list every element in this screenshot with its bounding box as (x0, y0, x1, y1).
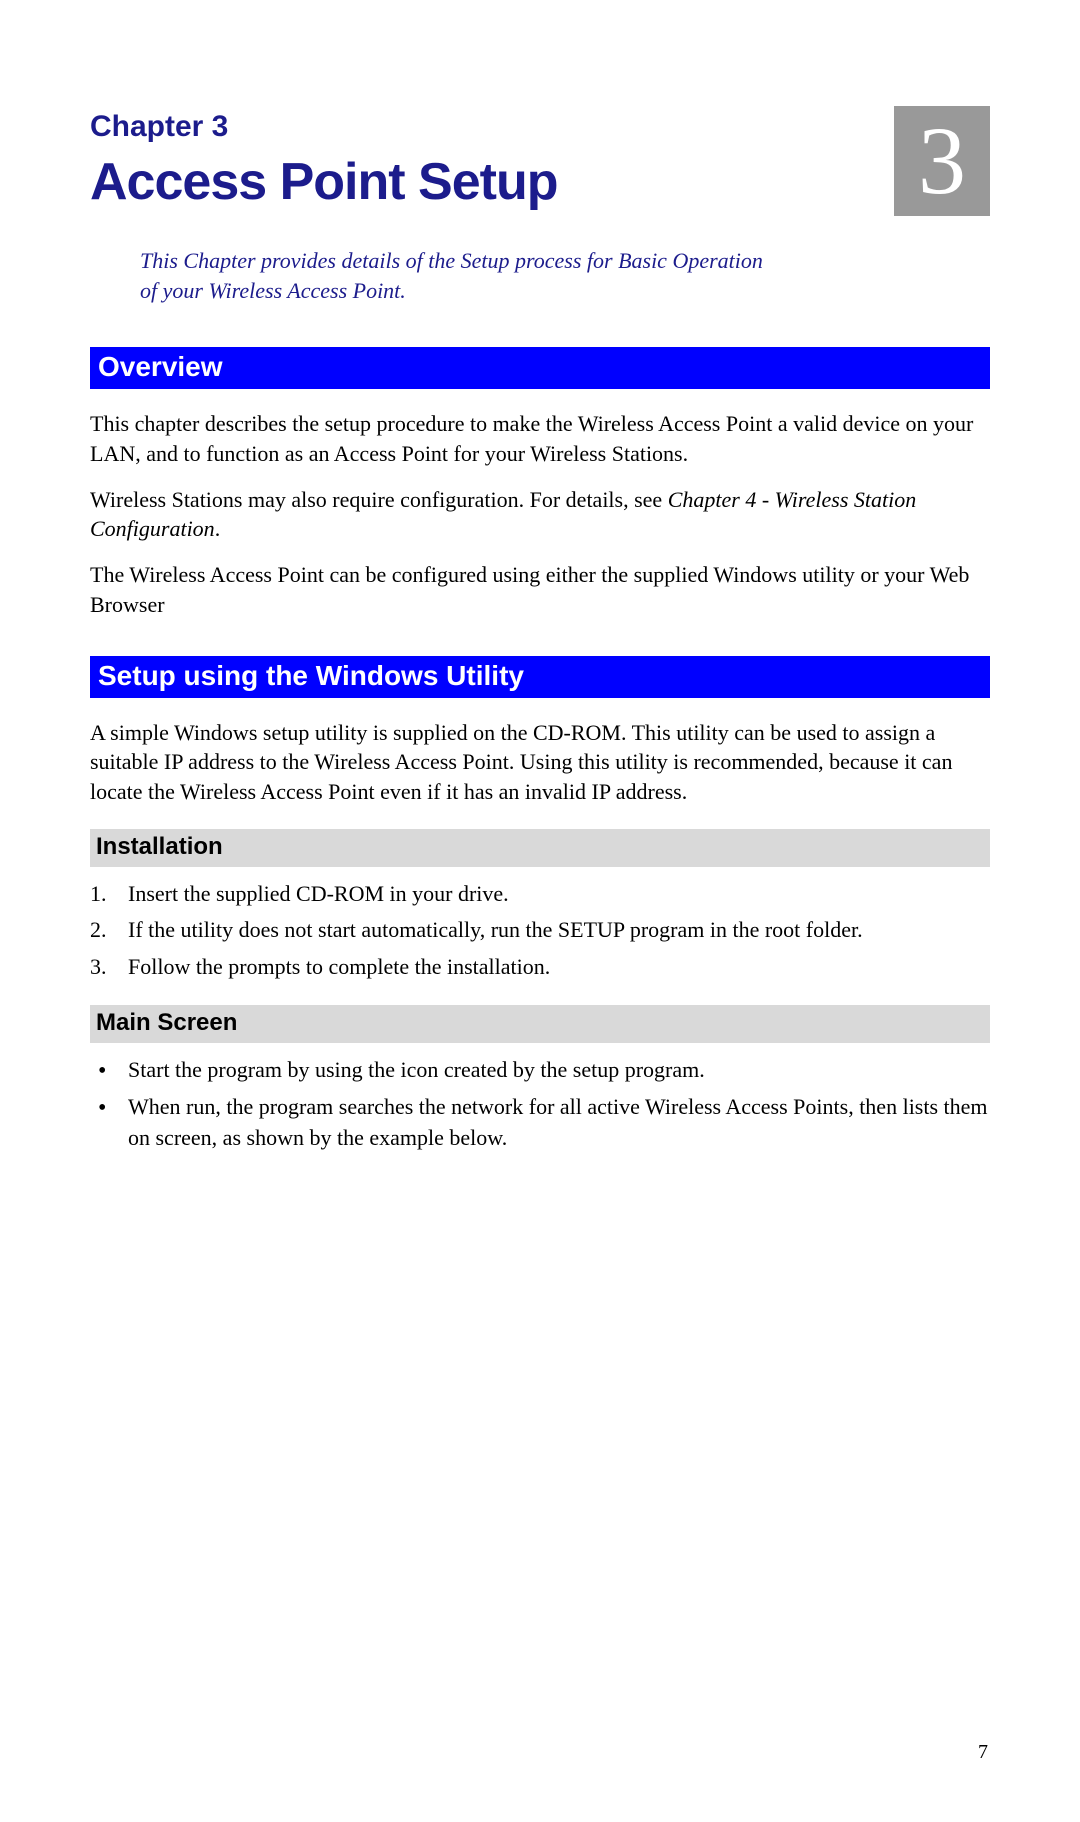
chapter-header-text: Chapter 3 Access Point Setup (90, 110, 894, 212)
list-item: If the utility does not start automatica… (90, 915, 990, 946)
overview-paragraph-3: The Wireless Access Point can be configu… (90, 560, 990, 619)
section-heading-overview: Overview (90, 347, 990, 389)
overview-p2-text-b: . (215, 516, 221, 541)
chapter-intro: This Chapter provides details of the Set… (140, 246, 780, 305)
installation-list: Insert the supplied CD-ROM in your drive… (90, 879, 990, 983)
chapter-title: Access Point Setup (90, 152, 894, 212)
subheading-installation: Installation (90, 829, 990, 867)
chapter-header: Chapter 3 Access Point Setup 3 (90, 110, 990, 216)
list-item: Start the program by using the icon crea… (90, 1055, 990, 1086)
chapter-label: Chapter 3 (90, 110, 894, 144)
list-item: When run, the program searches the netwo… (90, 1092, 990, 1154)
overview-paragraph-2: Wireless Stations may also require confi… (90, 485, 990, 544)
overview-paragraph-1: This chapter describes the setup procedu… (90, 409, 990, 468)
chapter-number-badge: 3 (894, 106, 990, 216)
subheading-main-screen: Main Screen (90, 1005, 990, 1043)
list-item: Insert the supplied CD-ROM in your drive… (90, 879, 990, 910)
page-number: 7 (978, 1741, 988, 1764)
list-item: Follow the prompts to complete the insta… (90, 952, 990, 983)
mainscreen-list: Start the program by using the icon crea… (90, 1055, 990, 1153)
overview-p2-text-a: Wireless Stations may also require confi… (90, 487, 668, 512)
setup-intro-paragraph: A simple Windows setup utility is suppli… (90, 718, 990, 807)
section-heading-setup: Setup using the Windows Utility (90, 656, 990, 698)
document-page: Chapter 3 Access Point Setup 3 This Chap… (0, 0, 1080, 1822)
